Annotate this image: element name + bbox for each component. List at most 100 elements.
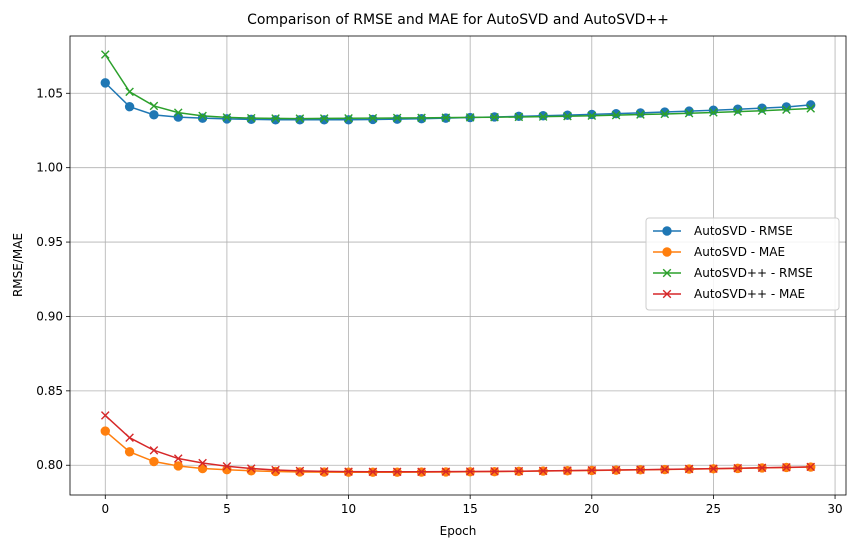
x-tick-label: 15 — [463, 502, 478, 516]
data-point — [295, 114, 305, 123]
data-point — [587, 111, 597, 121]
data-point — [392, 114, 402, 124]
data-point — [100, 78, 110, 88]
data-point — [660, 109, 670, 119]
legend-marker — [662, 289, 672, 299]
data-point — [100, 411, 110, 420]
x-tick-label: 30 — [827, 502, 842, 516]
data-point — [684, 464, 694, 474]
legend: AutoSVD - RMSE AutoSVD - MAE AutoSVD++ - R… — [645, 217, 840, 311]
legend-label: AutoSVD++ - MAE — [694, 287, 805, 301]
data-point — [441, 467, 451, 476]
data-point — [246, 113, 256, 123]
data-point — [563, 466, 572, 475]
data-point — [343, 115, 354, 125]
legend-box — [645, 217, 840, 311]
series-autosvdpp-mae — [100, 411, 816, 477]
data-point — [782, 463, 791, 472]
data-point — [514, 112, 524, 122]
data-point — [392, 467, 402, 477]
data-point — [611, 108, 621, 119]
data-point — [563, 111, 572, 121]
series-layer — [100, 50, 816, 477]
data-point — [271, 114, 280, 123]
legend-marker — [662, 247, 672, 257]
y-tick-label: 0.90 — [36, 309, 63, 323]
data-point — [636, 110, 645, 119]
x-axis-label: Epoch — [440, 524, 477, 538]
legend-items: AutoSVD - RMSE AutoSVD - MAE AutoSVD++ - R… — [653, 224, 813, 301]
data-point — [344, 467, 353, 476]
data-point — [368, 113, 378, 123]
data-point — [417, 113, 426, 123]
data-point — [270, 115, 281, 125]
data-point — [295, 467, 305, 477]
data-point — [806, 104, 816, 113]
legend-item: AutoSVD++ - RMSE — [653, 266, 813, 280]
data-point — [295, 466, 305, 476]
legend-marker — [662, 268, 672, 278]
data-point — [124, 447, 135, 457]
data-point — [782, 105, 791, 114]
data-point — [319, 467, 329, 476]
x-tick-label: 25 — [706, 502, 721, 516]
data-point — [417, 467, 426, 477]
data-point — [125, 87, 134, 97]
data-point — [295, 115, 305, 125]
data-point — [441, 113, 451, 122]
data-point — [587, 109, 597, 120]
data-point — [368, 467, 378, 477]
data-point — [757, 463, 767, 473]
series-line — [104, 54, 811, 120]
axis-ticks: 0 5 10 15 20 25 30 0.80 0.85 0.90 0.95 1.00 1.05 — [36, 86, 842, 516]
legend-item: AutoSVD - MAE — [653, 245, 785, 259]
plot-frame — [69, 35, 847, 496]
y-tick-label: 0.95 — [36, 235, 63, 249]
y-tick-label: 1.00 — [36, 161, 63, 175]
y-tick-label: 0.80 — [36, 458, 63, 472]
data-point — [149, 110, 159, 120]
data-point — [757, 106, 767, 115]
data-point — [587, 466, 597, 475]
legend-item: AutoSVD - RMSE — [653, 224, 793, 238]
data-point — [611, 110, 621, 120]
data-point — [562, 110, 573, 120]
data-point — [490, 112, 499, 122]
data-point — [222, 114, 232, 124]
data-point — [173, 461, 183, 471]
y-tick-label: 0.85 — [36, 384, 63, 398]
data-point — [465, 113, 475, 122]
series-autosvdpp-rmse — [100, 50, 816, 123]
legend-label: AutoSVD - RMSE — [694, 224, 793, 238]
data-point — [173, 454, 183, 463]
chart-title: Comparison of RMSE and MAE for AutoSVD a… — [247, 12, 669, 28]
data-point — [660, 465, 670, 474]
data-point — [198, 458, 207, 468]
data-point — [392, 113, 402, 123]
data-point — [709, 464, 718, 473]
legend-label: AutoSVD - MAE — [694, 245, 785, 259]
data-point — [660, 107, 670, 117]
data-point — [100, 50, 110, 59]
x-tick-label: 10 — [341, 502, 356, 516]
data-point — [173, 112, 183, 122]
data-point — [733, 463, 743, 473]
data-point — [709, 108, 718, 117]
data-point — [636, 465, 645, 475]
data-point — [635, 108, 646, 118]
data-point — [490, 467, 499, 476]
data-point — [125, 433, 134, 443]
x-tick-label: 20 — [584, 502, 599, 516]
data-point — [149, 101, 159, 111]
data-point — [246, 114, 256, 125]
x-tick-label: 0 — [101, 502, 109, 516]
data-point — [344, 113, 353, 123]
data-point — [222, 461, 232, 471]
data-point — [538, 466, 548, 476]
data-point — [173, 108, 183, 117]
data-point — [222, 113, 232, 122]
y-tick-label: 1.05 — [36, 86, 63, 100]
data-point — [684, 108, 694, 118]
data-point — [611, 465, 621, 475]
